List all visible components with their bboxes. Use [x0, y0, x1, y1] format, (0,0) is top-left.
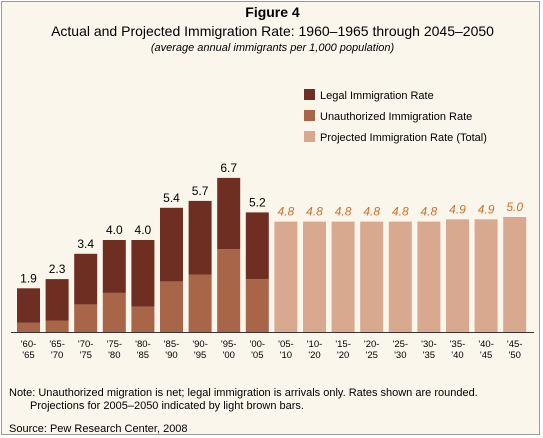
figure-subtitle: Actual and Projected Immigration Rate: 1… [51, 23, 494, 39]
bar-projected [303, 221, 326, 332]
x-tick-label: '70 [51, 350, 63, 361]
bar-legal [188, 200, 212, 275]
bar-value-label: 4.0 [135, 223, 152, 237]
bar-value-label: 4.9 [449, 202, 466, 216]
bar-unauthorized [102, 292, 126, 332]
x-tick-label: '30- [421, 339, 437, 350]
bar-legal [45, 279, 69, 321]
legend-label: Projected Immigration Rate (Total) [320, 132, 487, 144]
chart-source: Source: Pew Research Center, 2008 [9, 423, 188, 435]
bar-projected [388, 221, 412, 332]
bar-value-label: 4.9 [478, 202, 495, 216]
x-tick-label: '35- [450, 339, 466, 350]
bar-value-label: 1.9 [20, 271, 37, 285]
bar-projected [417, 221, 441, 332]
bar-value-label: 4.8 [335, 205, 352, 219]
x-tick-label: '00- [250, 339, 266, 350]
bar-value-label: 3.4 [77, 237, 94, 251]
x-tick-label: '95- [221, 339, 237, 350]
figure-caption: (average annual immigrants per 1,000 pop… [150, 42, 395, 54]
bar-legal [102, 240, 126, 293]
bar-value-label: 2.3 [49, 262, 66, 276]
legend-swatch [304, 110, 315, 121]
bar-legal [131, 240, 155, 307]
bar-projected [474, 219, 498, 332]
bar-value-label: 4.0 [106, 223, 123, 237]
bar-value-label: 4.8 [278, 205, 295, 219]
x-tick-label: '75 [80, 350, 92, 361]
bar-unauthorized [74, 304, 98, 332]
figure-label: Figure 4 [245, 4, 300, 20]
x-tick-label: '40 [451, 350, 463, 361]
bar-projected [274, 221, 298, 332]
legend-label: Unauthorized Immigration Rate [320, 111, 472, 123]
bar-unauthorized [45, 320, 69, 332]
legend-swatch [304, 89, 315, 100]
x-tick-label: '25 [366, 350, 378, 361]
bar-value-label: 5.0 [506, 200, 523, 214]
x-tick-label: '45- [507, 339, 523, 350]
bar-legal [74, 253, 98, 305]
bar-value-label: 4.8 [306, 205, 323, 219]
x-tick-label: '80- [135, 339, 151, 350]
x-tick-label: '70- [78, 339, 94, 350]
x-tick-label: '90 [165, 350, 177, 361]
bar-unauthorized [160, 281, 183, 332]
legend-swatch [304, 131, 315, 142]
bar-unauthorized [17, 322, 40, 332]
x-tick-label: '00 [223, 350, 235, 361]
x-tick-label: '75- [107, 339, 123, 350]
x-tick-label: '90- [192, 339, 208, 350]
bar-value-label: 5.4 [163, 191, 180, 205]
x-tick-label: '35 [423, 350, 435, 361]
x-tick-label: '20 [337, 350, 349, 361]
bar-unauthorized [245, 279, 269, 332]
bar-legal [17, 288, 40, 323]
x-tick-label: '40- [478, 339, 494, 350]
bar-projected [360, 221, 384, 332]
bar-legal [160, 207, 183, 282]
x-tick-label: '05- [278, 339, 294, 350]
bar-unauthorized [188, 274, 212, 332]
bar-projected [446, 219, 469, 332]
x-tick-label: '10- [307, 339, 323, 350]
x-tick-label: '50 [509, 350, 521, 361]
x-tick-label: '05 [251, 350, 263, 361]
chart-note: Note: Unauthorized migration is net; leg… [9, 387, 478, 413]
note-line-1: Note: Unauthorized migration is net; leg… [9, 387, 478, 399]
bar-projected [331, 221, 355, 332]
x-tick-label: '85- [164, 339, 180, 350]
bar-value-label: 4.8 [421, 205, 438, 219]
stacked-bar-chart: 1.9'60-'652.3'65-'703.4'70-'754.0'75-'80… [11, 89, 534, 361]
x-tick-label: '80 [108, 350, 120, 361]
x-tick-label: '85 [137, 350, 149, 361]
x-tick-label: '10 [280, 350, 292, 361]
note-line-2: Projections for 2005–2050 indicated by l… [30, 400, 304, 412]
x-tick-label: '30 [394, 350, 406, 361]
bar-value-label: 4.8 [363, 205, 380, 219]
legend-label: Legal Immigration Rate [320, 90, 434, 102]
x-tick-label: '25- [393, 339, 409, 350]
x-tick-label: '15- [335, 339, 351, 350]
bar-unauthorized [131, 306, 155, 332]
bar-value-label: 5.2 [249, 195, 266, 209]
x-tick-label: '20 [308, 350, 320, 361]
bar-value-label: 5.7 [192, 184, 209, 198]
bar-legal [245, 212, 269, 280]
bar-legal [217, 177, 241, 250]
x-tick-label: '65 [22, 350, 34, 361]
x-tick-label: '45 [480, 350, 492, 361]
bar-unauthorized [217, 249, 241, 332]
x-tick-label: '20- [364, 339, 380, 350]
bar-value-label: 4.8 [392, 205, 409, 219]
bar-value-label: 6.7 [220, 161, 237, 175]
x-tick-label: '60- [21, 339, 37, 350]
x-tick-label: '65- [49, 339, 65, 350]
x-tick-label: '95 [194, 350, 206, 361]
bar-projected [503, 217, 527, 332]
